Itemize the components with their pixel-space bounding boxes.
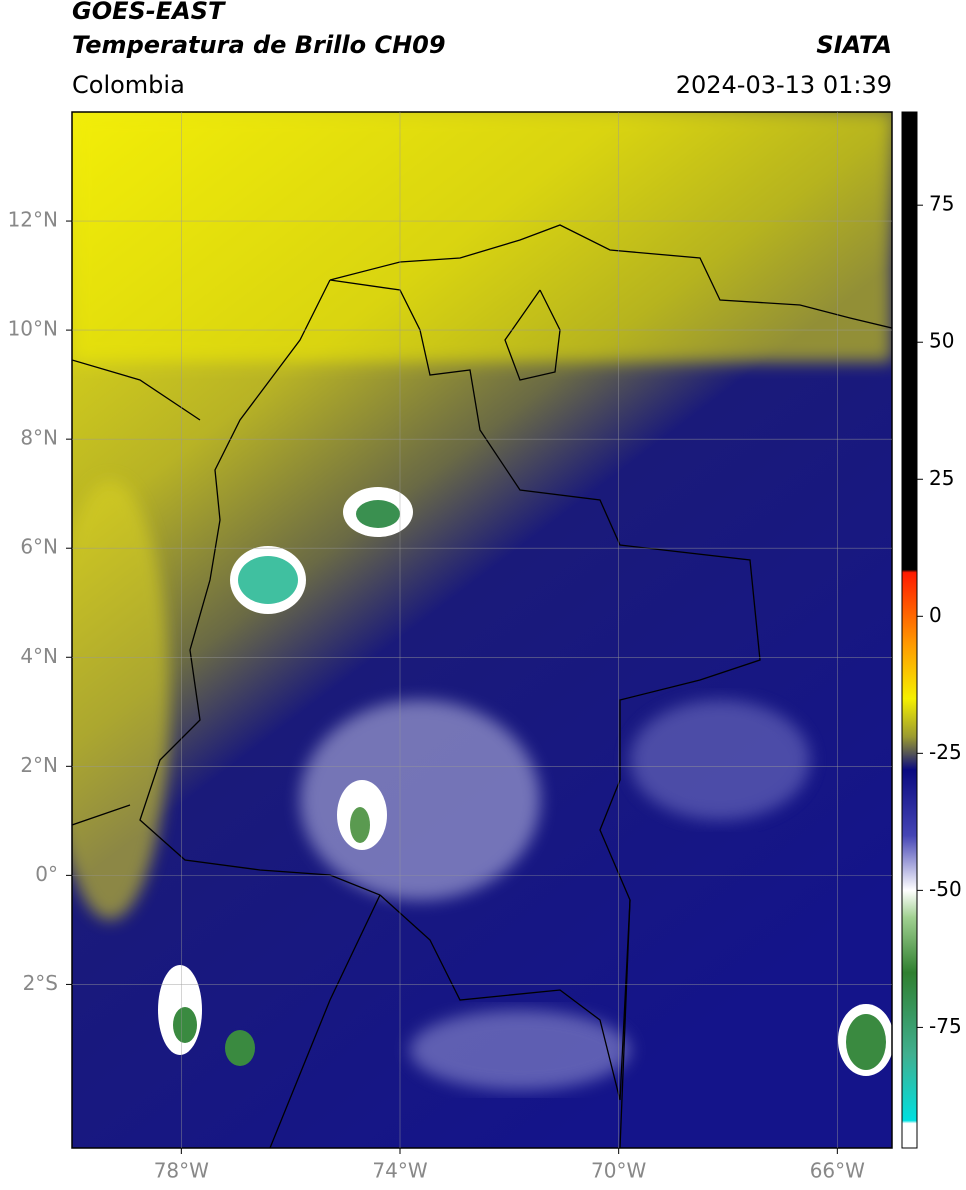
colorbar-tick-label: 50 <box>929 329 954 353</box>
y-tick-label: 10°N <box>8 317 58 341</box>
product: Temperatura de Brillo CH09 <box>72 31 446 59</box>
y-tick-label: 0° <box>35 862 58 886</box>
y-tick-label: 12°N <box>8 208 58 232</box>
y-tick-label: 2°S <box>23 971 58 995</box>
region: Colombia <box>72 71 185 99</box>
y-tick-label: 4°N <box>20 644 58 668</box>
x-tick-label: 66°W <box>810 1159 865 1183</box>
timestamp: 2024-03-13 01:39 <box>676 71 892 99</box>
x-tick-label: 78°W <box>154 1159 209 1183</box>
colorbar-tick-label: -50 <box>929 877 962 901</box>
x-tick-label: 70°W <box>591 1159 646 1183</box>
satellite: GOES-EAST <box>72 0 226 25</box>
colorbar <box>901 111 918 1149</box>
colorbar-tick-label: -75 <box>929 1014 962 1038</box>
y-tick-label: 8°N <box>20 426 58 450</box>
y-tick-label: 6°N <box>20 535 58 559</box>
colorbar-tick-label: -25 <box>929 740 962 764</box>
source: SIATA <box>816 31 892 59</box>
x-tick-label: 74°W <box>372 1159 427 1183</box>
colorbar-tick-label: 0 <box>929 603 942 627</box>
satellite-image <box>72 112 892 1148</box>
map-frame <box>71 111 893 1149</box>
colorbar-tick-label: 25 <box>929 466 954 490</box>
colorbar-tick-label: 75 <box>929 192 954 216</box>
y-tick-label: 2°N <box>20 753 58 777</box>
